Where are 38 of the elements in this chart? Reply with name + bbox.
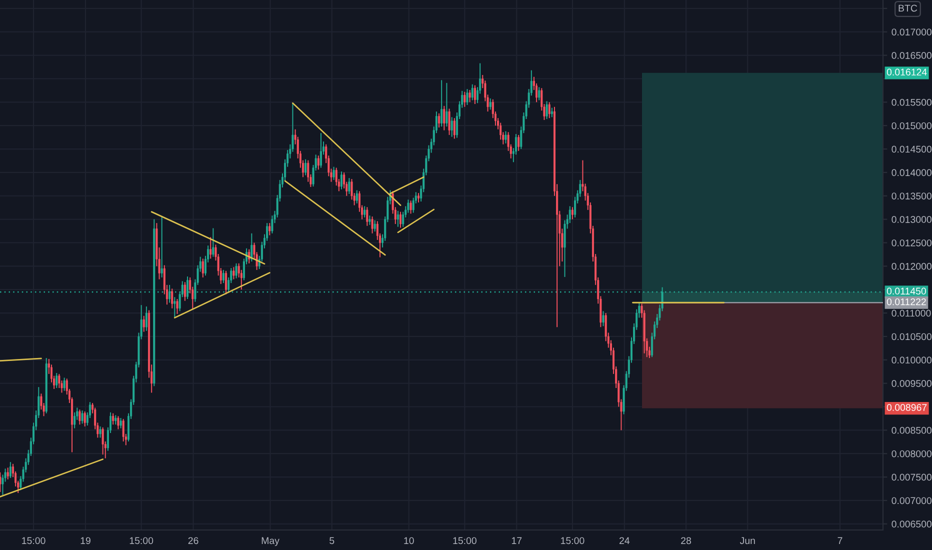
band-label: 0.008967	[886, 404, 927, 411]
ref-line-label: 0.011222	[886, 298, 926, 306]
y-tick-label: 0.014000	[892, 169, 932, 176]
y-tick-label: 0.017000	[892, 28, 932, 36]
y-tick-label: 0.011000	[892, 310, 931, 317]
y-tick-label: 0.013500	[892, 192, 932, 200]
x-tick-label: May	[262, 537, 280, 546]
y-tick-label: 0.012000	[892, 262, 932, 270]
x-tick-label: 15:00	[453, 537, 476, 544]
y-tick-label: 0.010000	[892, 356, 932, 364]
x-tick-label: 10	[404, 537, 414, 544]
y-tick-label: 0.008500	[892, 426, 932, 434]
x-tick-label: Jun	[740, 537, 755, 544]
ref-line-label: 0.011450	[886, 288, 926, 295]
y-tick-label: 0.006500	[892, 520, 932, 528]
y-tick-label: 0.015000	[892, 122, 932, 130]
x-tick-label: 28	[681, 537, 692, 544]
y-tick-label: 0.012500	[892, 239, 932, 246]
x-tick-label: 26	[188, 537, 198, 544]
y-tick-label: 0.013000	[892, 216, 932, 223]
x-tick-label: 15:00	[22, 537, 46, 544]
y-tick-label: 0.015500	[892, 98, 932, 106]
x-tick-label: 19	[80, 537, 90, 544]
y-tick-label: 0.014500	[892, 146, 932, 153]
x-tick-label: 15:00	[561, 537, 584, 544]
y-tick-label: 0.008000	[892, 450, 932, 458]
band-label: 0.016124	[886, 68, 927, 76]
y-tick-label: 0.007500	[892, 474, 932, 481]
y-tick-label: 0.010500	[892, 333, 932, 340]
y-tick-label: 0.016500	[892, 52, 932, 59]
x-tick-label: 7	[838, 537, 842, 544]
y-tick-label: 0.007000	[892, 497, 932, 504]
x-tick-label: 5	[330, 537, 334, 544]
x-tick-label: 24	[620, 537, 630, 544]
x-tick-label: 17	[512, 537, 522, 544]
y-tick-label: 0.009500	[892, 380, 932, 387]
y-axis-title: BTC	[898, 4, 918, 12]
x-tick-label: 15:00	[130, 537, 154, 544]
